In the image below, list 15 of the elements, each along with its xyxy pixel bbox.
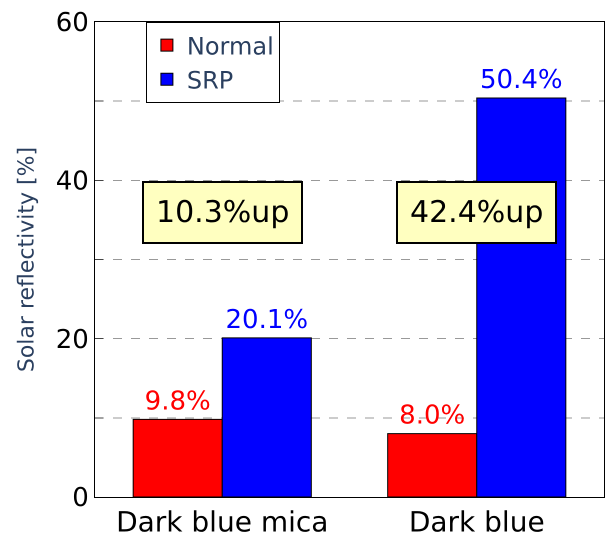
y-tick-label: 20 bbox=[56, 324, 89, 355]
y-tick-label: 0 bbox=[72, 483, 89, 514]
x-tick-label: Dark blue bbox=[408, 506, 545, 539]
y-tick-label: 60 bbox=[56, 8, 89, 38]
data-label: 20.1% bbox=[225, 304, 308, 335]
legend-label: Normal bbox=[186, 32, 274, 60]
data-label: 50.4% bbox=[480, 65, 563, 95]
data-label: 8.0% bbox=[399, 400, 466, 431]
annotation: 42.4%up bbox=[410, 195, 544, 230]
y-tick-label: 40 bbox=[56, 166, 89, 196]
legend-label: SRP bbox=[186, 66, 234, 95]
y-axis-title: Solar reflectivity [%] bbox=[14, 146, 40, 372]
annotation: 10.3%up bbox=[156, 195, 290, 230]
x-tick-label: Dark blue mica bbox=[116, 506, 328, 539]
data-label: 9.8% bbox=[144, 386, 211, 416]
